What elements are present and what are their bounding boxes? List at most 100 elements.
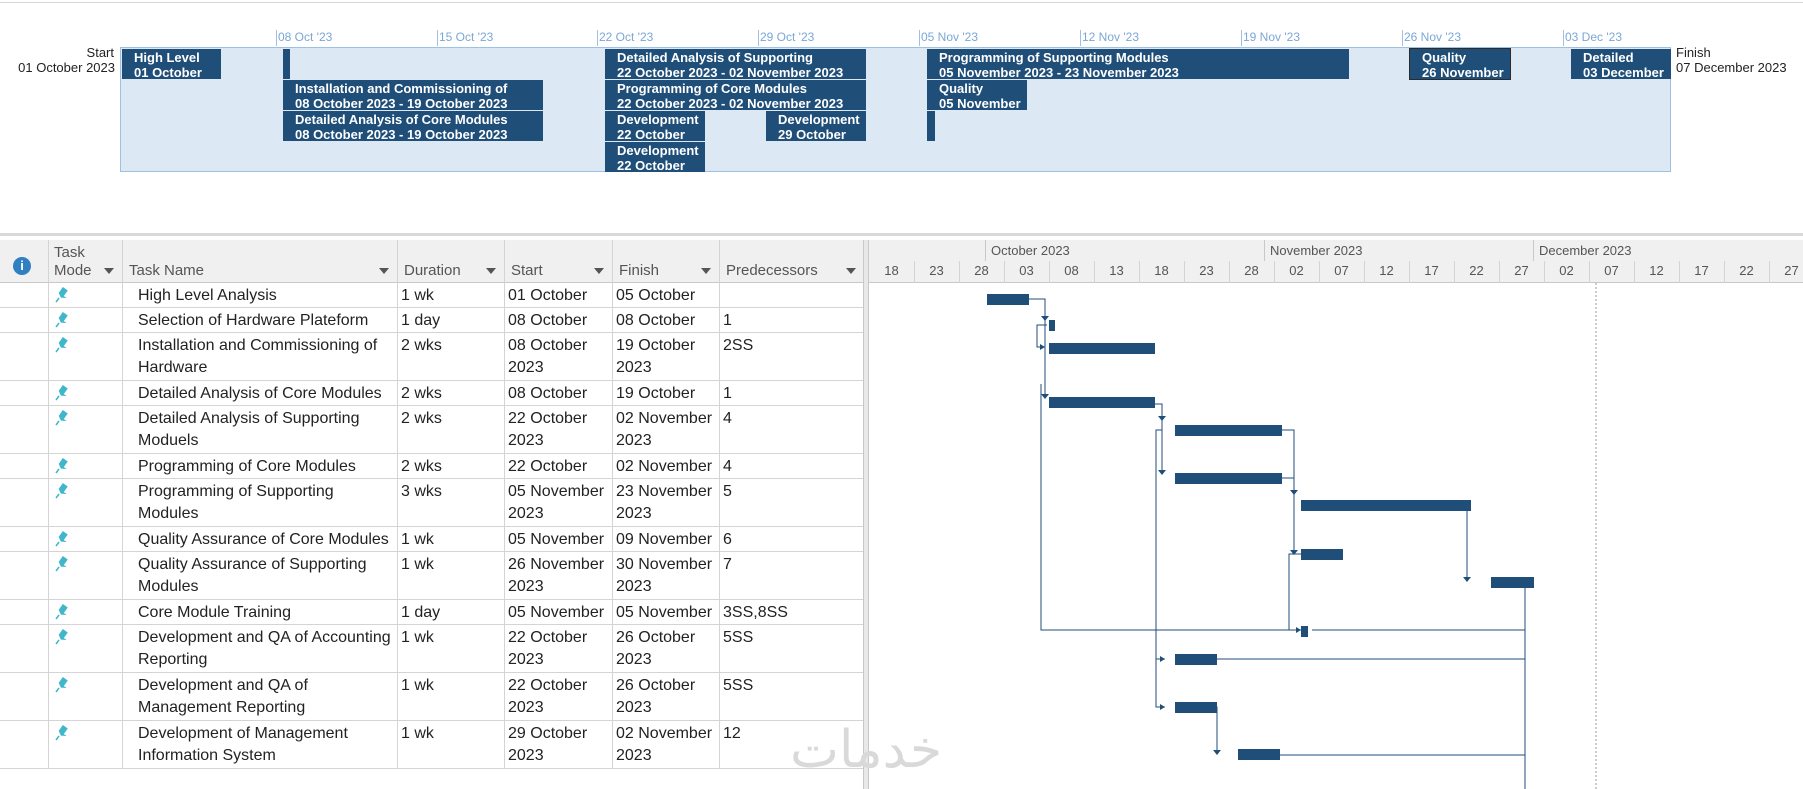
timeline-bar[interactable]: High Level 01 October xyxy=(122,49,221,79)
gantt-task-bar[interactable] xyxy=(1049,320,1055,331)
gantt-task-bar[interactable] xyxy=(1301,626,1308,637)
task-mode-cell[interactable] xyxy=(49,333,123,380)
predecessors-cell[interactable]: 5SS xyxy=(720,673,865,720)
gantt-task-bar[interactable] xyxy=(1301,549,1343,560)
duration-cell[interactable]: 1 wk xyxy=(398,625,505,672)
timeline-bar[interactable]: Detailed Analysis of Core Modules 08 Oct… xyxy=(283,111,543,141)
finish-cell[interactable]: 05 November xyxy=(613,600,720,624)
timeline-bar[interactable]: Development 22 October xyxy=(605,142,705,172)
task-name-cell[interactable]: Development of Management Information Sy… xyxy=(123,721,398,768)
header-finish[interactable]: Finish xyxy=(613,240,720,283)
gantt-task-bar[interactable] xyxy=(1238,749,1280,760)
filter-arrow-icon[interactable] xyxy=(379,268,389,274)
finish-cell[interactable]: 23 November 2023 xyxy=(613,479,720,526)
gantt-task-bar[interactable] xyxy=(1175,473,1282,484)
filter-arrow-icon[interactable] xyxy=(104,268,114,274)
filter-arrow-icon[interactable] xyxy=(846,268,856,274)
start-cell[interactable]: 22 October 2023 xyxy=(505,625,613,672)
predecessors-cell[interactable] xyxy=(720,283,865,307)
timeline-bar[interactable]: Programming of Core Modules 22 October 2… xyxy=(605,80,866,110)
gantt-task-bar[interactable] xyxy=(1049,397,1155,408)
start-cell[interactable]: 08 October 20 xyxy=(505,381,613,405)
task-name-cell[interactable]: Quality Assurance of Core Modules xyxy=(123,527,398,551)
finish-cell[interactable]: 05 October 20 xyxy=(613,283,720,307)
task-name-cell[interactable]: Selection of Hardware Plateform xyxy=(123,308,398,332)
indicator-cell[interactable] xyxy=(0,479,49,526)
predecessors-cell[interactable]: 4 xyxy=(720,454,865,478)
finish-cell[interactable]: 19 October 20 xyxy=(613,381,720,405)
predecessors-cell[interactable]: 6 xyxy=(720,527,865,551)
predecessors-cell[interactable]: 4 xyxy=(720,406,865,453)
finish-cell[interactable]: 26 October 2023 xyxy=(613,625,720,672)
gantt-task-bar[interactable] xyxy=(1175,654,1217,665)
gantt-task-bar[interactable] xyxy=(987,294,1029,305)
timeline-bar[interactable]: Quality 05 November xyxy=(927,80,1027,110)
duration-cell[interactable]: 1 wk xyxy=(398,673,505,720)
task-name-cell[interactable]: Detailed Analysis of Core Modules xyxy=(123,381,398,405)
task-name-cell[interactable]: Programming of Supporting Modules xyxy=(123,479,398,526)
task-table[interactable]: i Task Mode Task Name Duration Start Fin… xyxy=(0,240,865,789)
view-splitter[interactable] xyxy=(863,240,869,789)
gantt-task-bar[interactable] xyxy=(1175,425,1282,436)
table-row[interactable]: Detailed Analysis of Supporting Moduels 2… xyxy=(0,406,865,454)
indicator-cell[interactable] xyxy=(0,406,49,453)
task-mode-cell[interactable] xyxy=(49,454,123,478)
indicator-cell[interactable] xyxy=(0,552,49,599)
task-mode-cell[interactable] xyxy=(49,283,123,307)
indicator-cell[interactable] xyxy=(0,527,49,551)
table-row[interactable]: Development of Management Information Sy… xyxy=(0,721,865,769)
indicator-cell[interactable] xyxy=(0,454,49,478)
indicator-cell[interactable] xyxy=(0,673,49,720)
task-mode-cell[interactable] xyxy=(49,406,123,453)
finish-cell[interactable]: 30 November 2023 xyxy=(613,552,720,599)
indicator-cell[interactable] xyxy=(0,308,49,332)
start-cell[interactable]: 05 November xyxy=(505,600,613,624)
timeline-view[interactable]: Start 01 October 2023 Finish 07 December… xyxy=(0,0,1803,236)
table-row[interactable]: Installation and Commissioning of Hardwa… xyxy=(0,333,865,381)
start-cell[interactable]: 05 November xyxy=(505,527,613,551)
table-row[interactable]: Quality Assurance of Core Modules 1 wk 05 … xyxy=(0,527,865,552)
duration-cell[interactable]: 1 wk xyxy=(398,721,505,768)
timeline-bar[interactable]: Programming of Supporting Modules 05 Nov… xyxy=(927,49,1349,79)
finish-cell[interactable]: 26 October 2023 xyxy=(613,673,720,720)
task-name-cell[interactable]: Installation and Commissioning of Hardwa… xyxy=(123,333,398,380)
timeline-splitter[interactable] xyxy=(0,233,1803,236)
task-mode-cell[interactable] xyxy=(49,625,123,672)
task-mode-cell[interactable] xyxy=(49,673,123,720)
indicator-cell[interactable] xyxy=(0,721,49,768)
finish-cell[interactable]: 08 October 20 xyxy=(613,308,720,332)
task-name-cell[interactable]: Development and QA of Management Reporti… xyxy=(123,673,398,720)
table-row[interactable]: Detailed Analysis of Core Modules 2 wks 08… xyxy=(0,381,865,406)
predecessors-cell[interactable]: 1 xyxy=(720,381,865,405)
timeline-bar[interactable] xyxy=(283,49,290,79)
start-cell[interactable]: 01 October 20 xyxy=(505,283,613,307)
gantt-chart[interactable]: October 2023 November 2023 December 2023… xyxy=(869,240,1803,789)
duration-cell[interactable]: 2 wks xyxy=(398,333,505,380)
predecessors-cell[interactable]: 7 xyxy=(720,552,865,599)
duration-cell[interactable]: 2 wks xyxy=(398,454,505,478)
timeline-bar[interactable]: Installation and Commissioning of 08 Oct… xyxy=(283,80,543,110)
task-name-cell[interactable]: Programming of Core Modules xyxy=(123,454,398,478)
start-cell[interactable]: 22 October 20 xyxy=(505,454,613,478)
task-mode-cell[interactable] xyxy=(49,600,123,624)
predecessors-cell[interactable]: 1 xyxy=(720,308,865,332)
header-task-mode[interactable]: Task Mode xyxy=(49,240,123,283)
start-cell[interactable]: 26 November 2023 xyxy=(505,552,613,599)
task-name-cell[interactable]: Development and QA of Accounting Reporti… xyxy=(123,625,398,672)
table-row[interactable]: Programming of Core Modules 2 wks 22 Octob… xyxy=(0,454,865,479)
indicator-cell[interactable] xyxy=(0,283,49,307)
duration-cell[interactable]: 2 wks xyxy=(398,381,505,405)
indicator-cell[interactable] xyxy=(0,333,49,380)
task-mode-cell[interactable] xyxy=(49,381,123,405)
duration-cell[interactable]: 1 day xyxy=(398,308,505,332)
header-start[interactable]: Start xyxy=(505,240,613,283)
task-mode-cell[interactable] xyxy=(49,721,123,768)
filter-arrow-icon[interactable] xyxy=(701,268,711,274)
indicator-cell[interactable] xyxy=(0,381,49,405)
filter-arrow-icon[interactable] xyxy=(486,268,496,274)
header-duration[interactable]: Duration xyxy=(398,240,505,283)
duration-cell[interactable]: 1 wk xyxy=(398,527,505,551)
table-row[interactable]: Development and QA of Accounting Reporti… xyxy=(0,625,865,673)
predecessors-cell[interactable]: 5SS xyxy=(720,625,865,672)
